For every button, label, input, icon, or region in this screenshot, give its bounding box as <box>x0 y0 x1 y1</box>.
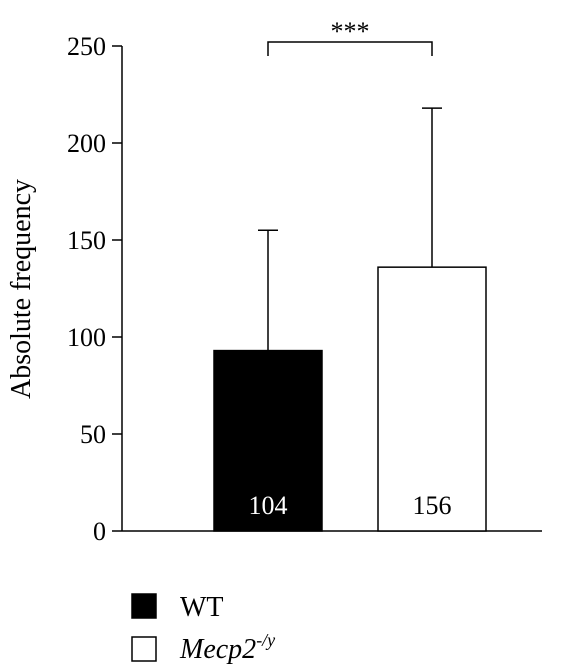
legend-label-wt: WT <box>180 592 224 623</box>
bar <box>377 266 487 532</box>
y-axis-label: Absolute frequency <box>6 179 37 399</box>
y-tick-label: 150 <box>67 226 106 255</box>
axis-layer: 0 50 100 150 200 250 <box>67 32 542 546</box>
y-tick-label: 200 <box>67 129 106 158</box>
legend-swatch-wt <box>131 593 157 619</box>
significance-bracket <box>267 41 433 56</box>
significance-layer: *** <box>267 17 433 56</box>
legend-swatch-mecp2 <box>131 636 157 662</box>
significance-stars: *** <box>331 17 370 46</box>
legend-label-mecp2: Mecp2-/y <box>179 630 275 665</box>
legend-label-mecp2-sup: -/y <box>256 630 275 650</box>
y-tick-label: 250 <box>67 32 106 61</box>
bar-count-label: 156 <box>413 491 452 520</box>
y-tick-label: 100 <box>67 323 106 352</box>
y-tick-label: 0 <box>93 517 106 546</box>
bar <box>213 349 323 532</box>
bars-layer: 104 156 <box>213 107 487 532</box>
legend: WT Mecp2-/y <box>131 592 275 665</box>
y-tick-label: 50 <box>80 420 106 449</box>
legend-label-mecp2-base: Mecp2 <box>179 634 256 665</box>
bar-count-label: 104 <box>249 491 288 520</box>
